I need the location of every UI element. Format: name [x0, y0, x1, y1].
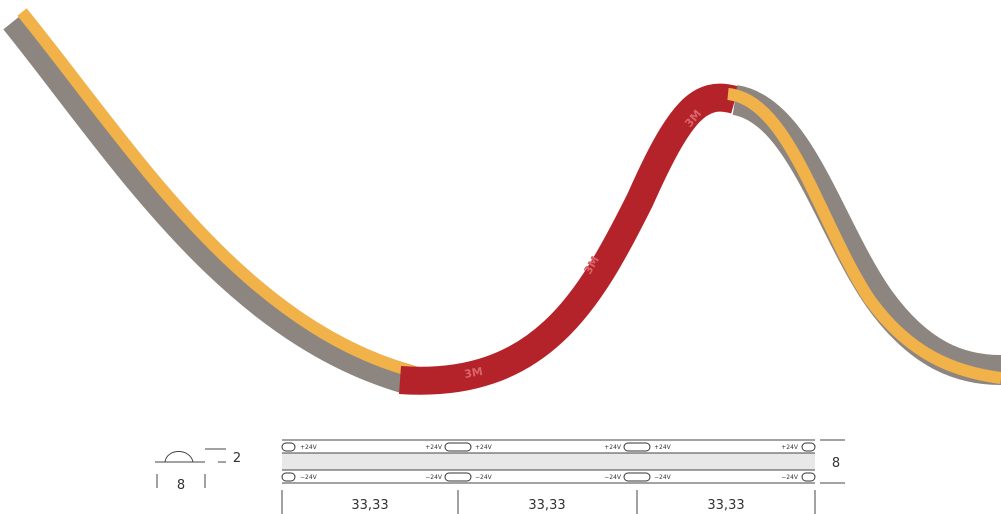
dome	[164, 451, 194, 463]
led-stripe	[726, 88, 1001, 384]
segment-length: 33,33	[351, 498, 388, 513]
width-label: 8	[177, 478, 185, 493]
strip-center	[282, 453, 815, 470]
voltage-label: −24V	[425, 474, 443, 481]
voltage-label: −24V	[300, 474, 318, 481]
voltage-label: +24V	[604, 444, 622, 451]
strip-drawing: +24V −24V +24V −24V +24V −24V +24V −24V +24V −24V…	[281, 439, 845, 514]
voltage-label: +24V	[475, 444, 493, 451]
contact-pad	[281, 442, 296, 452]
voltage-label: −24V	[475, 474, 493, 481]
voltage-label: −24V	[604, 474, 622, 481]
voltage-label: +24V	[300, 444, 318, 451]
contact-pad	[623, 442, 651, 452]
voltage-label: +24V	[781, 444, 799, 451]
voltage-label: −24V	[654, 474, 672, 481]
contact-pad	[444, 442, 472, 452]
led-stripe	[17, 8, 417, 378]
cross-section: 2 8	[155, 448, 241, 493]
brand-text: 3M	[463, 365, 484, 381]
segment-length: 33,33	[528, 498, 565, 513]
width-label: 8	[832, 456, 840, 471]
contact-pad	[281, 472, 296, 482]
adhesive-tape	[399, 83, 739, 395]
strip-back	[731, 85, 1001, 385]
voltage-label: +24V	[654, 444, 672, 451]
contact-pad	[801, 442, 816, 452]
segment-length: 33,33	[707, 498, 744, 513]
contact-pad	[623, 472, 651, 482]
led-strip-photo: 3M 3M 3M	[3, 8, 1001, 395]
contact-pad	[801, 472, 816, 482]
voltage-label: −24V	[781, 474, 799, 481]
height-label: 2	[233, 451, 241, 466]
voltage-label: +24V	[425, 444, 443, 451]
contact-pad	[444, 472, 472, 482]
strip-back	[3, 10, 415, 395]
